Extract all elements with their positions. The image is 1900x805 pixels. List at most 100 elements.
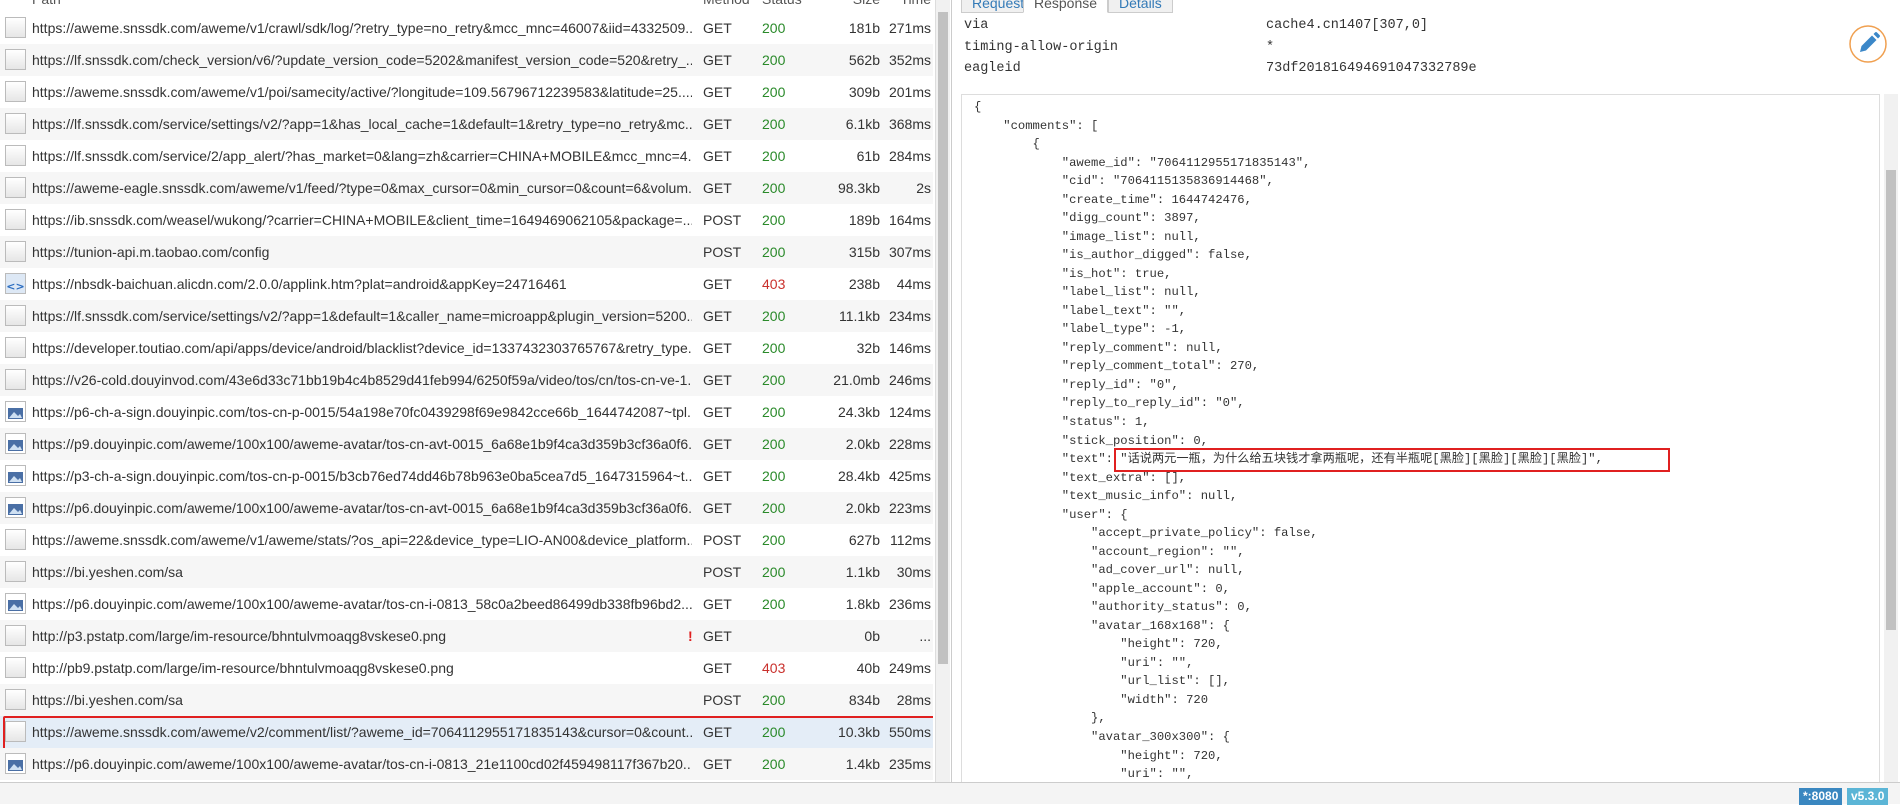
request-time: 2s: [916, 180, 931, 196]
request-row[interactable]: https://p6.douyinpic.com/aweme/100x100/a…: [0, 588, 933, 620]
svg-text:<>: <>: [6, 280, 24, 293]
request-path: https://v26-cold.douyinvod.com/43e6d33c7…: [32, 372, 692, 388]
request-row[interactable]: https://v26-cold.douyinvod.com/43e6d33c7…: [0, 364, 933, 396]
request-path: https://p6.douyinpic.com/aweme/100x100/a…: [32, 500, 692, 516]
row-icon: [5, 561, 26, 582]
request-row[interactable]: https://aweme.snssdk.com/aweme/v1/poi/sa…: [0, 76, 933, 108]
request-status: 200: [762, 404, 786, 420]
request-row[interactable]: https://lf.snssdk.com/service/settings/v…: [0, 108, 933, 140]
request-row[interactable]: https://tunion-api.m.taobao.com/config PO…: [0, 236, 933, 268]
request-row[interactable]: https://p6-ch-a-sign.douyinpic.com/tos-c…: [0, 396, 933, 428]
request-time: 550ms: [888, 724, 931, 740]
request-method: GET: [703, 20, 732, 36]
row-icon: [5, 433, 26, 454]
request-size: 6.1kb: [845, 116, 880, 132]
request-row[interactable]: https://lf.snssdk.com/check_version/v6/?…: [0, 44, 933, 76]
request-row[interactable]: https://lf.snssdk.com/service/settings/v…: [0, 300, 933, 332]
column-header[interactable]: Size: [853, 0, 880, 7]
request-row[interactable]: https://ib.snssdk.com/weasel/wukong/?car…: [0, 204, 933, 236]
request-row[interactable]: https://aweme.snssdk.com/aweme/v2/commen…: [0, 716, 933, 748]
request-method: GET: [703, 500, 732, 516]
column-header[interactable]: Path: [32, 0, 61, 7]
row-icon: [5, 305, 26, 326]
request-size: 2.0kb: [845, 436, 880, 452]
scroll-thumb[interactable]: [1886, 170, 1896, 630]
request-status: 200: [762, 20, 786, 36]
request-path: https://p3-ch-a-sign.douyinpic.com/tos-c…: [32, 468, 692, 484]
column-header[interactable]: Method: [703, 0, 750, 7]
header-value: *: [1266, 39, 1275, 55]
footer-badge[interactable]: *:8080: [1799, 788, 1843, 805]
request-row[interactable]: https://p9.douyinpic.com/aweme/100x100/a…: [0, 428, 933, 460]
json-line: "aweme_id": "7064112955171835143",: [974, 155, 1311, 170]
json-line: {: [974, 100, 982, 114]
request-row[interactable]: https://p6.douyinpic.com/aweme/100x100/a…: [0, 492, 933, 524]
json-line: "comments": [: [974, 118, 1099, 133]
request-size: 309b: [848, 84, 880, 100]
request-status: 200: [762, 500, 786, 516]
column-header[interactable]: Status: [762, 0, 802, 7]
request-method: POST: [703, 244, 742, 260]
header-value: cache4.cn1407[307,0]: [1266, 18, 1429, 33]
request-status: 200: [762, 116, 786, 132]
tab[interactable]: Details: [1108, 0, 1173, 13]
json-line: "ad_cover_url": null,: [974, 563, 1245, 578]
request-row[interactable]: http://p3.pstatp.com/large/im-resource/b…: [0, 620, 933, 652]
json-line: "avatar_168x168": {: [974, 618, 1230, 633]
json-line: "text_extra": [],: [974, 470, 1187, 485]
request-time: 164ms: [888, 212, 931, 228]
request-size: 40b: [856, 660, 880, 676]
request-method: POST: [703, 692, 742, 708]
json-line: "reply_id": "0",: [974, 377, 1179, 392]
request-path: https://p6.douyinpic.com/aweme/100x100/a…: [32, 756, 692, 772]
request-row[interactable]: https://developer.toutiao.com/api/apps/d…: [0, 332, 933, 364]
request-row[interactable]: <> https://nbsdk-baichuan.alicdn.com/2.0.…: [0, 268, 933, 300]
request-size: 11.1kb: [839, 308, 880, 324]
request-status: 200: [762, 372, 786, 388]
request-method: GET: [703, 436, 732, 452]
json-line: "width": 720: [974, 692, 1209, 707]
request-method: GET: [703, 468, 732, 484]
request-row[interactable]: https://p3-ch-a-sign.douyinpic.com/tos-c…: [0, 460, 933, 492]
left-scrollbar: [935, 0, 950, 782]
scroll-thumb[interactable]: [938, 12, 948, 664]
request-row[interactable]: https://lf.snssdk.com/service/2/app_aler…: [0, 140, 933, 172]
request-path: https://lf.snssdk.com/service/settings/v…: [32, 116, 692, 132]
request-method: GET: [703, 596, 732, 612]
json-line: "is_hot": true,: [974, 266, 1172, 281]
row-icon: [5, 209, 26, 230]
request-row[interactable]: https://aweme.snssdk.com/aweme/v1/aweme/…: [0, 524, 933, 556]
request-method: GET: [703, 148, 732, 164]
request-status: 200: [762, 308, 786, 324]
right-scrollbar: [1884, 94, 1898, 782]
edit-button[interactable]: [1848, 24, 1888, 64]
request-size: 1.4kb: [845, 756, 880, 772]
request-row[interactable]: https://p6.douyinpic.com/aweme/100x100/a…: [0, 748, 933, 780]
json-line: "authority_status": 0,: [974, 600, 1252, 615]
request-time: 201ms: [888, 84, 931, 100]
column-header[interactable]: Time: [900, 0, 931, 7]
request-path: https://bi.yeshen.com/sa: [32, 564, 183, 580]
request-row[interactable]: http://pb9.pstatp.com/large/im-resource/…: [0, 652, 933, 684]
json-line: "uri": "",: [974, 655, 1194, 670]
footer-badge[interactable]: v5.3.0: [1847, 788, 1889, 805]
request-path: http://p3.pstatp.com/large/im-resource/b…: [32, 628, 447, 644]
json-line: "reply_comment_total": 270,: [974, 359, 1260, 374]
row-icon: [5, 81, 26, 102]
request-status: 200: [762, 84, 786, 100]
request-path: https://p6-ch-a-sign.douyinpic.com/tos-c…: [32, 404, 692, 420]
json-line: "user": {: [974, 507, 1128, 522]
request-row[interactable]: https://bi.yeshen.com/sa POST 200 834b 28ms: [0, 684, 933, 716]
json-line: "height": 720,: [974, 748, 1223, 763]
request-time: 30ms: [896, 564, 931, 580]
tab[interactable]: Response: [1023, 0, 1109, 13]
request-row[interactable]: https://aweme-eagle.snssdk.com/aweme/v1/…: [0, 172, 933, 204]
request-method: POST: [703, 564, 742, 580]
request-row[interactable]: https://bi.yeshen.com/sa POST 200 1.1kb 30ms: [0, 556, 933, 588]
request-size: 10.3kb: [837, 724, 880, 740]
request-size: 28.4kb: [837, 468, 880, 484]
json-line: "reply_comment": null,: [974, 340, 1223, 355]
json-line: "avatar_300x300": {: [974, 730, 1230, 745]
request-row[interactable]: https://aweme.snssdk.com/aweme/v1/crawl/…: [0, 12, 933, 44]
